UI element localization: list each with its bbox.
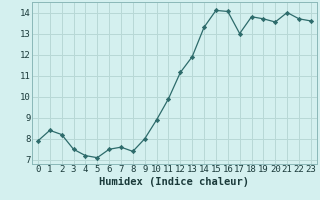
X-axis label: Humidex (Indice chaleur): Humidex (Indice chaleur) — [100, 177, 249, 187]
